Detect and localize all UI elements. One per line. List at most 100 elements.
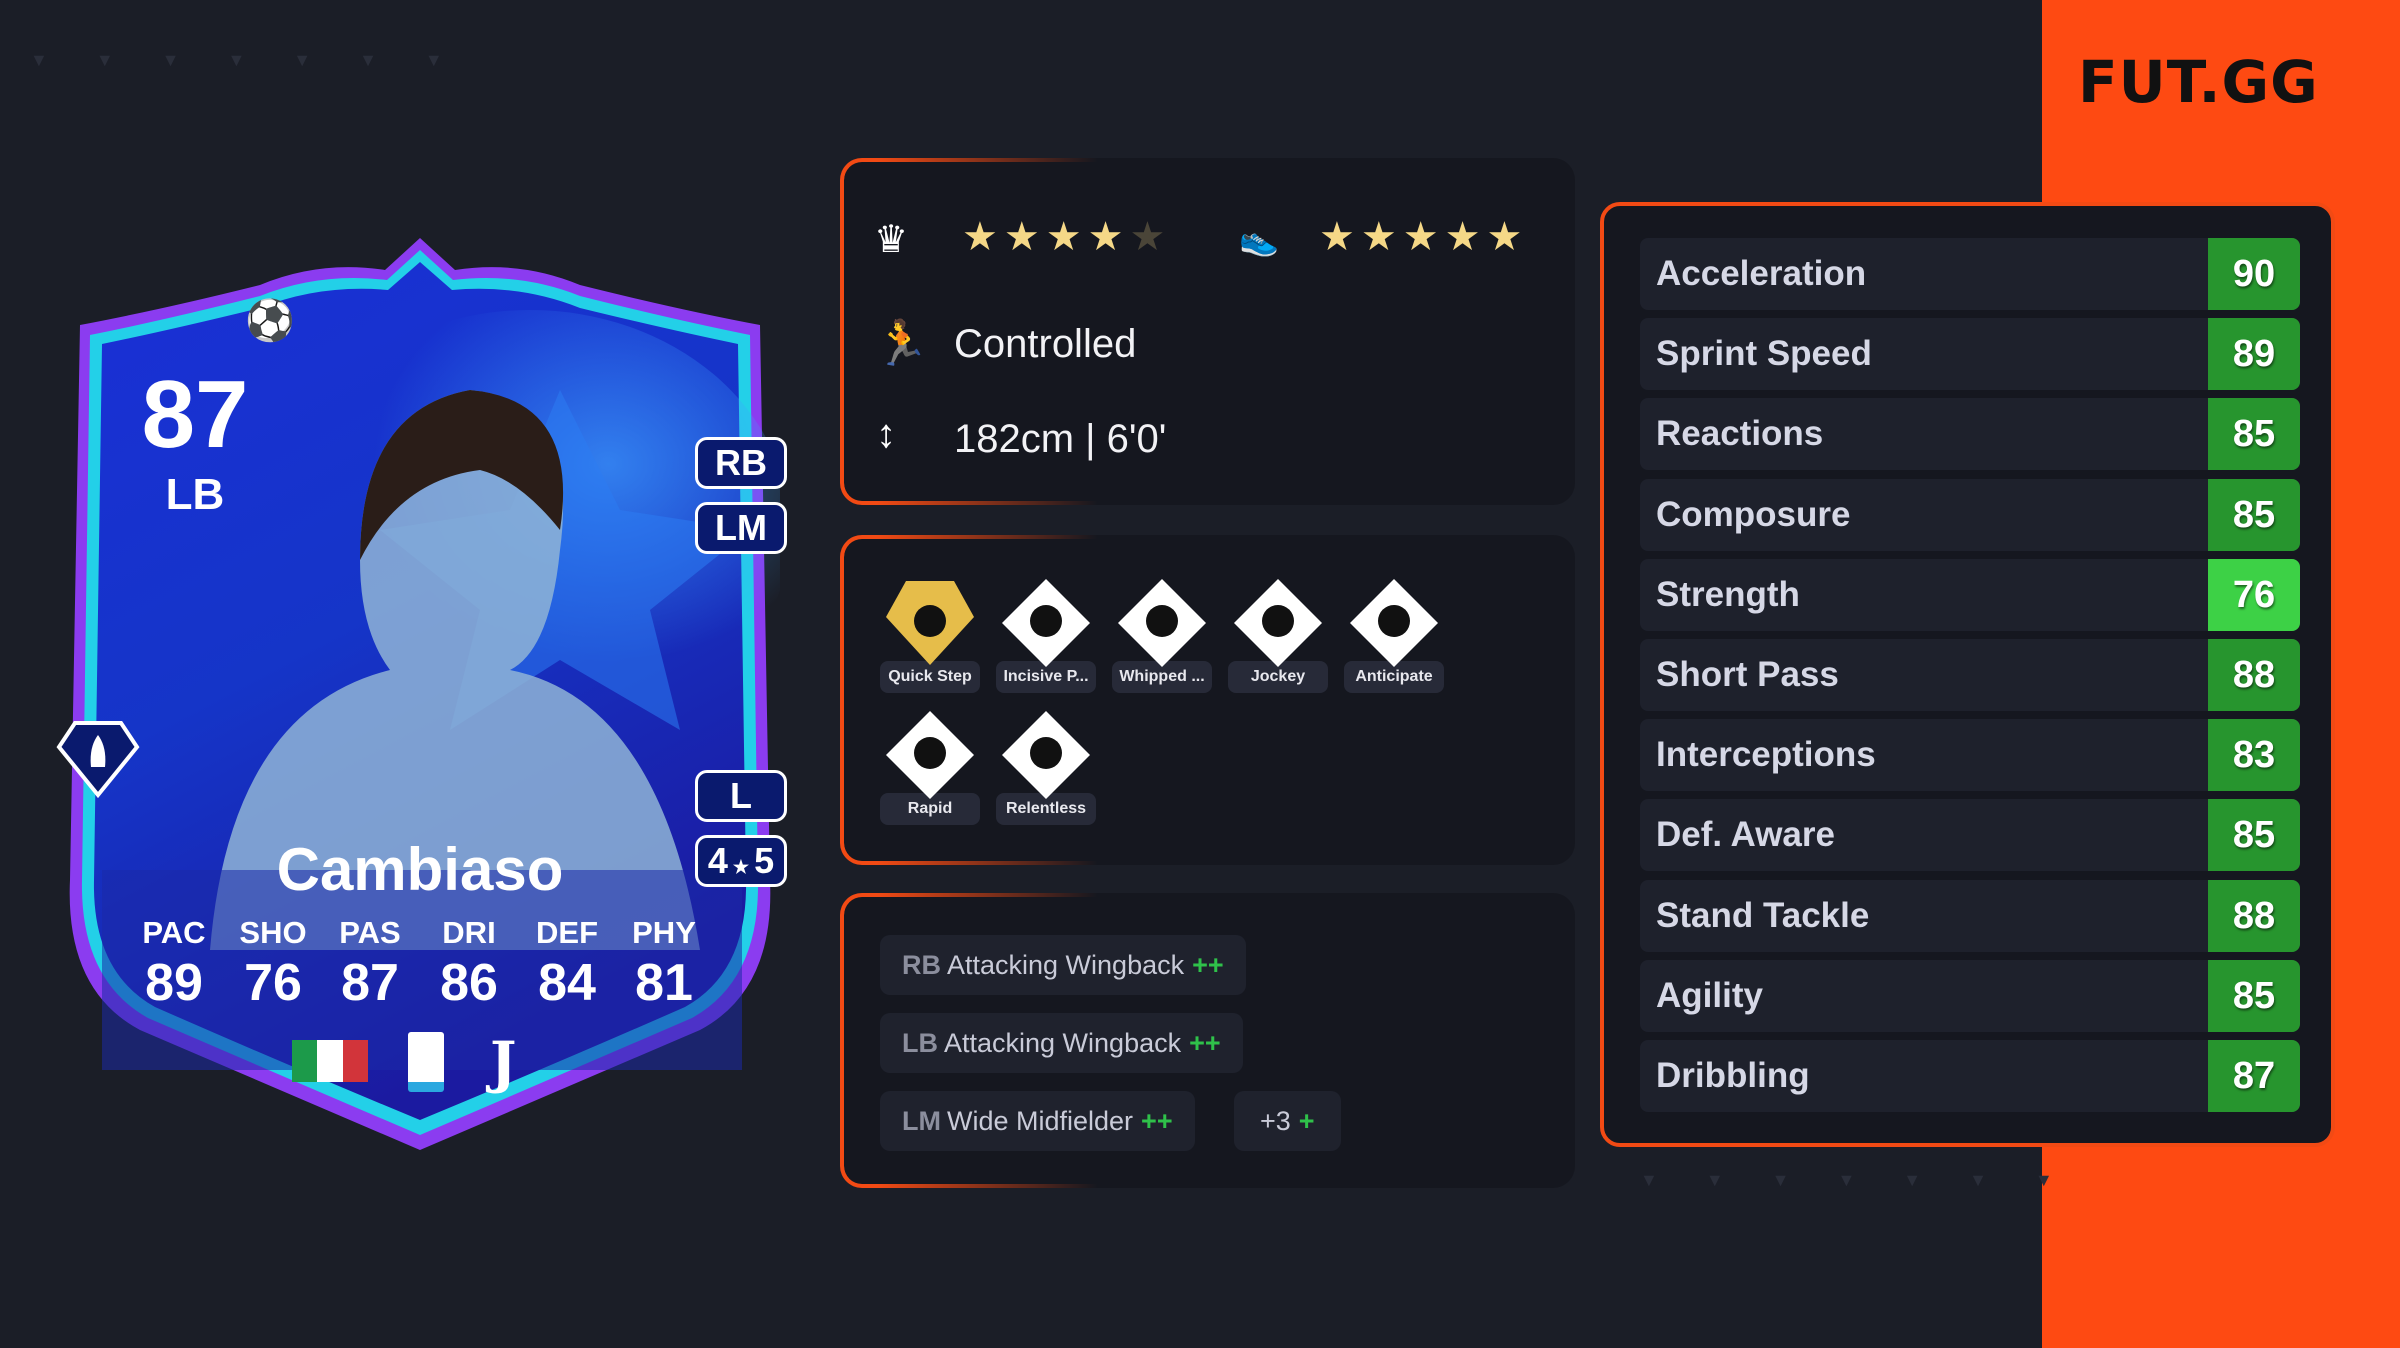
playstyle-label: Anticipate [1344, 661, 1444, 693]
role-name: Wide Midfielder [946, 1106, 1134, 1136]
playstyle-label: Relentless [996, 793, 1096, 825]
preferred-foot-badge: L [695, 770, 787, 822]
playstyle-label: Quick Step [880, 661, 980, 693]
juventus-icon: J [490, 1030, 517, 1096]
role-plus: ++ [1189, 1028, 1221, 1058]
roles-panel: RB Attacking Wingback ++ LB Attacking Wingb… [840, 893, 1575, 1188]
role-chip[interactable]: RB Attacking Wingback ++ [880, 935, 1246, 995]
detailed-stats-panel: Acceleration 90 Sprint Speed 89 Reactions 85 C… [1600, 202, 2335, 1147]
stat-value: 85 [2208, 959, 2300, 1032]
face-stat: SHO 76 [239, 915, 307, 1012]
playstyle-item[interactable]: Incisive P... [996, 577, 1096, 693]
futgg-logo[interactable]: FUT.GG [2078, 48, 2319, 116]
face-stat: PAC 89 [142, 915, 206, 1012]
role-position: LB [902, 1028, 938, 1058]
stat-row: Interceptions 83 [1640, 719, 2300, 792]
card-rating: 87 [141, 361, 249, 468]
role-plus: + [1298, 1106, 1315, 1136]
stat-value: 85 [2208, 799, 2300, 872]
background-pattern: ▼▼▼▼▼▼▼ [30, 50, 491, 70]
jockey-icon [1234, 579, 1322, 667]
card-position: LB [165, 470, 225, 519]
stat-name: Composure [1656, 494, 1851, 534]
skill-moves-icon: ♛ [874, 219, 909, 261]
role-chip[interactable]: LB Attacking Wingback ++ [880, 1013, 1243, 1073]
player-card[interactable]: ⚽ 87 LB RB LM L 4 ★ 5 Cambiaso PAC 89 SHO… [56, 230, 790, 1160]
quick-step-playstyle-icon [56, 721, 140, 799]
playstyles-panel: Quick Step Incisive P... Whipped ... Jockey… [840, 535, 1575, 865]
stat-name: Strength [1656, 574, 1800, 614]
player-name: Cambiaso [276, 836, 564, 903]
player-height: 182cm | 6'0' [954, 417, 1167, 461]
stat-value: 88 [2208, 639, 2300, 711]
italy-flag-icon [292, 1040, 368, 1082]
playstyle-item[interactable]: Rapid [880, 709, 980, 825]
boot-icon: 👟 [1239, 221, 1279, 257]
stat-value: 85 [2208, 478, 2300, 551]
role-name: Attacking Wingback [944, 1028, 1182, 1058]
stat-name: Dribbling [1656, 1056, 1810, 1095]
player-photo [210, 390, 700, 950]
location-pin-icon [1002, 579, 1090, 667]
stat-name: Def. Aware [1656, 815, 1835, 855]
stat-value: 89 [2208, 318, 2300, 391]
weak-foot-stars: ★ ★ ★ ★ ★ [1319, 215, 1523, 259]
role-plus: ++ [1141, 1106, 1173, 1136]
skills-weakfoot-badge: 4 ★ 5 [695, 835, 787, 887]
alt-position-badge: LM [695, 502, 787, 554]
serie-a-icon [408, 1032, 444, 1092]
weak-foot-value: 5 [754, 840, 775, 881]
stat-name: Acceleration [1656, 254, 1867, 293]
stat-row: Def. Aware 85 [1640, 799, 2300, 872]
stat-name: Sprint Speed [1656, 334, 1872, 374]
stat-name: Agility [1656, 975, 1763, 1015]
role-position: LM [902, 1106, 941, 1136]
stat-value: 88 [2208, 879, 2300, 952]
stat-row: Stand Tackle 88 [1640, 879, 2300, 952]
stat-row: Sprint Speed 89 [1640, 318, 2300, 391]
playstyle-item[interactable]: Relentless [996, 709, 1096, 825]
face-stat: PHY 81 [632, 915, 696, 1012]
runner-ball-icon [886, 711, 974, 799]
champions-league-ball-icon: ⚽ [245, 299, 295, 343]
stat-row: Acceleration 90 [1640, 238, 2300, 310]
accelerate-type: Controlled [954, 322, 1137, 366]
more-roles-count: +3 [1260, 1106, 1291, 1136]
role-plus: ++ [1192, 950, 1224, 980]
playstyle-item[interactable]: Whipped ... [1112, 577, 1212, 693]
running-man-icon: 🏃 [874, 319, 929, 368]
info-panel: ♛ ★ ★ ★ ★ ★ 👟 ★ ★ ★ ★ ★ 🏃 Controlled ↕ 182cm | 6… [840, 158, 1575, 505]
role-name: Attacking Wingback [947, 950, 1185, 980]
stat-row: Short Pass 88 [1640, 639, 2300, 711]
stat-row: Dribbling 87 [1640, 1040, 2300, 1112]
rocket-icon [886, 581, 974, 665]
stat-value: 90 [2208, 238, 2300, 310]
face-stat: PAS 87 [339, 915, 401, 1012]
playstyle-label: Incisive P... [996, 661, 1096, 693]
stat-name: Reactions [1656, 414, 1824, 454]
playstyle-item[interactable]: Jockey [1228, 577, 1328, 693]
skill-moves-value: 4 [707, 840, 728, 881]
playstyle-item[interactable]: Anticipate [1344, 577, 1444, 693]
stat-value: 87 [2208, 1040, 2300, 1112]
role-position: RB [902, 950, 941, 980]
card-frame [69, 238, 790, 1150]
playstyle-label: Rapid [880, 793, 980, 825]
playstyle-label: Whipped ... [1112, 661, 1212, 693]
skill-moves-stars: ★ ★ ★ ★ ★ [962, 215, 1166, 259]
more-roles-button[interactable]: +3 + [1234, 1091, 1341, 1151]
stat-value: 85 [2208, 398, 2300, 471]
whipped-pass-icon [1118, 579, 1206, 667]
stat-row: Composure 85 [1640, 478, 2300, 551]
alt-position-badge: RB [695, 437, 787, 489]
raccoon-icon [1350, 579, 1438, 667]
stat-row: Reactions 85 [1640, 398, 2300, 471]
playstyle-item[interactable]: Quick Step [880, 577, 980, 693]
stat-value: 76 [2208, 558, 2300, 631]
face-stat: DRI 86 [440, 915, 498, 1012]
role-chip[interactable]: LM Wide Midfielder ++ [880, 1091, 1195, 1151]
stat-name: Interceptions [1656, 735, 1876, 775]
playstyle-label: Jockey [1228, 661, 1328, 693]
stat-row: Agility 85 [1640, 959, 2300, 1032]
height-icon: ↕ [876, 412, 896, 456]
